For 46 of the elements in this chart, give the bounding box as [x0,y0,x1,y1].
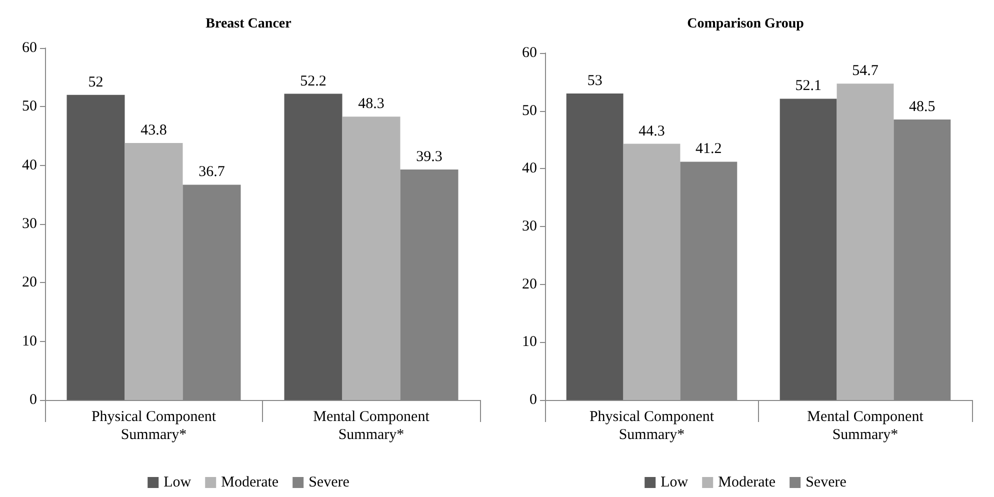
y-tick-label: 0 [30,392,37,408]
data-label: 52 [88,74,104,90]
bar [284,94,342,400]
x-tick-label: Mental Component Summary* [807,409,924,443]
y-tick-label: 40 [522,160,537,177]
bar [566,93,624,400]
bar [124,143,183,400]
bar [780,98,837,400]
data-label: 39.3 [416,148,442,165]
chart-title: Breast Cancer [206,16,292,32]
bar [836,84,894,400]
y-tick-label: 30 [22,216,37,232]
legend-label: Low [164,474,192,490]
x-tick-label: Physical Component Summary* [589,409,715,443]
bar [66,94,125,400]
data-label: 52.1 [795,78,822,94]
data-label: 41.2 [696,141,722,158]
y-tick-label: 30 [522,218,537,234]
data-label: 48.3 [358,96,384,112]
y-tick-label: 50 [522,102,537,119]
data-label: 53 [587,72,602,89]
y-tick-label: 60 [522,45,537,61]
bar [623,144,680,400]
data-label: 43.8 [140,122,167,139]
y-tick-label: 50 [22,98,37,115]
y-tick-label: 10 [22,333,37,350]
legend-label: Low [660,474,688,490]
y-tick-label: 20 [522,276,537,292]
y-tick-label: 0 [530,392,537,408]
y-tick-label: 10 [522,334,537,350]
data-label: 48.5 [909,99,936,116]
legend-label: Severe [308,474,350,490]
chart-title: Comparison Group [687,16,804,32]
data-label: 44.3 [638,123,665,140]
data-label: 54.7 [852,63,879,80]
legend-label: Severe [806,474,847,490]
legend-label: Moderate [718,474,776,490]
data-label: 52.2 [300,73,326,90]
x-tick-label: Physical Component Summary* [91,409,217,443]
legend-label: Moderate [221,474,279,490]
bar [342,116,400,400]
data-label: 36.7 [198,164,226,180]
y-tick-label: 40 [22,157,37,174]
y-tick-label: 60 [22,40,37,56]
x-tick-label: Mental Component Summary* [313,409,430,443]
y-tick-label: 20 [22,274,37,291]
